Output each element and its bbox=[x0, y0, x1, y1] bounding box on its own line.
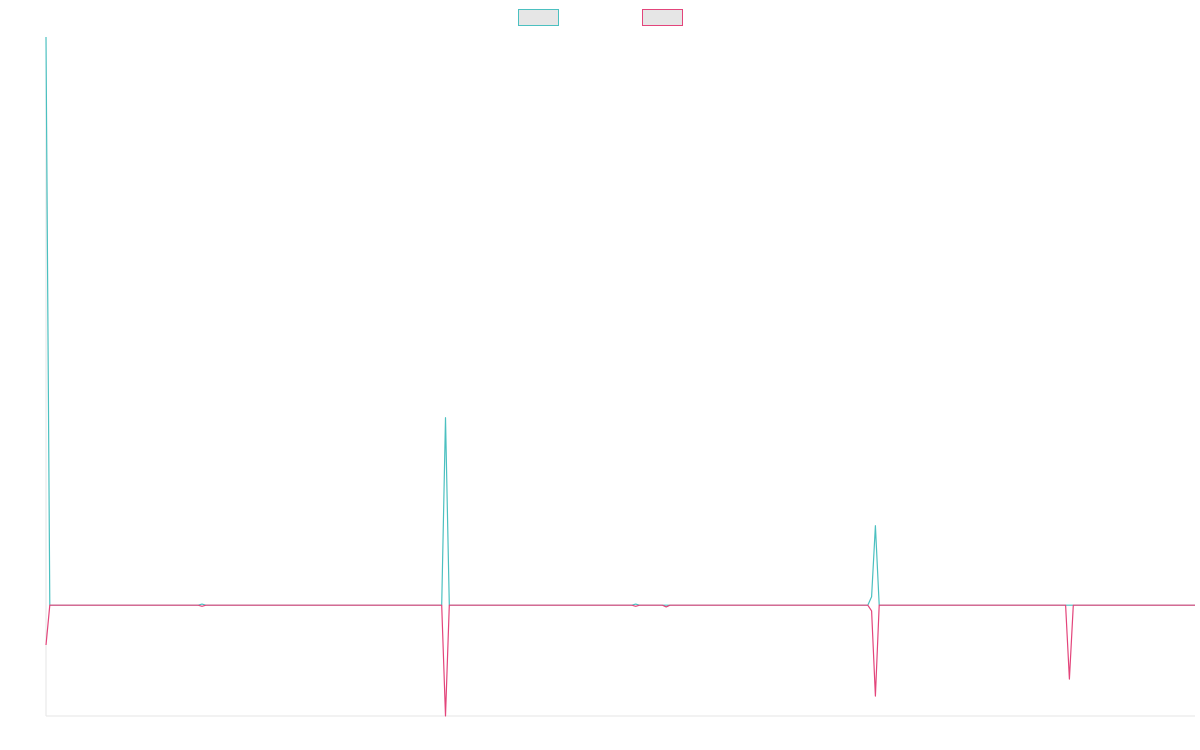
legend bbox=[518, 9, 683, 26]
axes bbox=[45, 37, 1195, 717]
legend-item-2[interactable] bbox=[642, 9, 683, 26]
legend-swatch-2[interactable] bbox=[642, 9, 683, 26]
legend-item-1[interactable] bbox=[518, 9, 559, 26]
series-line-2 bbox=[45, 604, 1195, 717]
series-line-1 bbox=[45, 36, 1195, 606]
series-layer bbox=[45, 36, 1195, 717]
legend-swatch-1[interactable] bbox=[518, 9, 559, 26]
